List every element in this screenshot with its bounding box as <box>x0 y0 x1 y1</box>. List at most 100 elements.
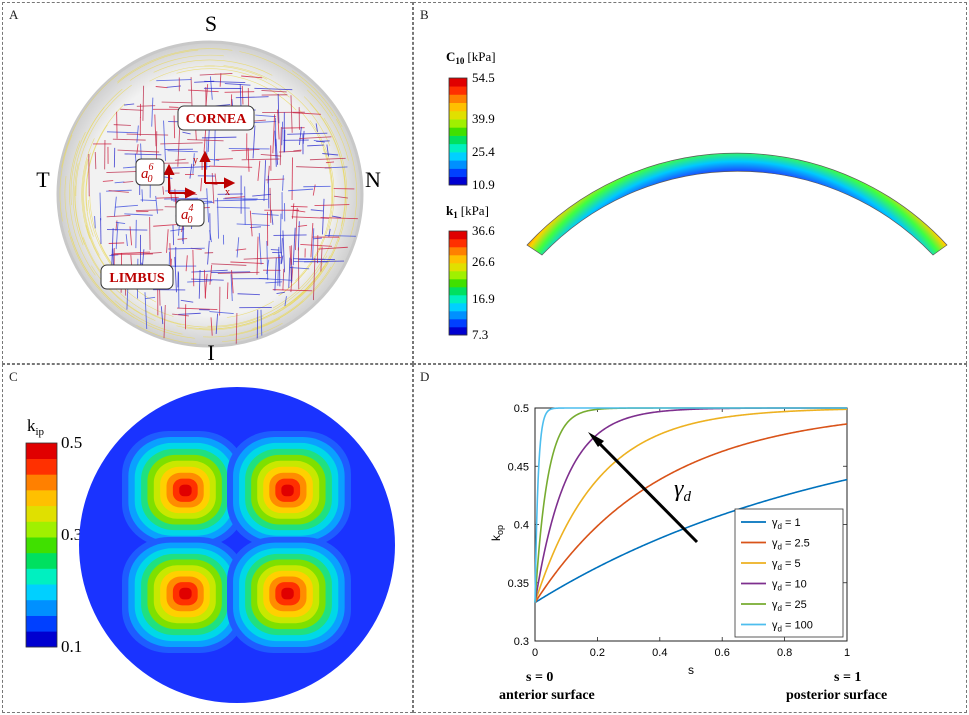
direction-temporal: T <box>36 167 50 192</box>
colorbar-frame <box>448 230 468 336</box>
contour-band <box>281 484 294 497</box>
collagen-fiber <box>211 172 215 204</box>
limbal-fiber <box>81 138 95 239</box>
collagen-fiber <box>141 189 144 202</box>
collagen-fiber <box>192 153 195 174</box>
collagen-fiber <box>182 131 191 135</box>
legend <box>734 508 844 638</box>
y-tick-label: 0.3 <box>514 636 529 648</box>
collagen-fiber <box>243 257 282 260</box>
colorbar-segment <box>449 135 467 145</box>
collagen-fiber <box>203 126 207 153</box>
k1-tick: 7.3 <box>472 327 488 342</box>
limbal-fiber <box>83 152 100 256</box>
collagen-fiber <box>274 130 277 167</box>
limbal-fiber <box>319 138 333 210</box>
collagen-fiber <box>249 210 253 237</box>
k1-title: k1 [kPa] <box>446 203 489 220</box>
collagen-fiber <box>115 222 119 250</box>
series-line <box>534 478 848 604</box>
a4-box <box>175 199 205 227</box>
kop-chart: 0 0.2 0.4 0.6 0.8 1 0.3 0.35 0.4 0.45 0.5 γd γd = … <box>489 403 887 703</box>
collagen-fiber <box>274 257 277 291</box>
collagen-fiber <box>111 228 114 267</box>
collagen-fiber <box>316 140 330 142</box>
collagen-fiber <box>298 224 308 227</box>
limbal-fiber <box>214 73 297 111</box>
collagen-fiber <box>292 227 296 266</box>
y-tick-label: 0.4 <box>514 520 529 532</box>
kip-tick: 0.1 <box>61 637 82 656</box>
collagen-fiber <box>261 89 287 93</box>
collagen-fiber <box>251 213 279 216</box>
collagen-fiber <box>164 197 198 200</box>
collagen-fiber <box>191 278 224 281</box>
y-tick-label: 0.5 <box>514 403 529 415</box>
gamma-arrow <box>595 439 699 544</box>
panel-b: B C10 [kPa] 54.5 39.9 25.4 10.9 <box>413 2 967 364</box>
collagen-fiber <box>155 195 158 214</box>
collagen-fiber <box>177 238 188 240</box>
colorbar-segment <box>449 303 467 312</box>
legend-label: γd = 25 <box>772 599 807 613</box>
collagen-fiber <box>162 186 165 195</box>
collagen-fiber <box>108 190 129 193</box>
collagen-fiber <box>210 317 213 336</box>
kip-lobe <box>227 537 351 653</box>
collagen-fiber <box>207 240 210 265</box>
x-axis-label: s <box>688 663 694 677</box>
colorbar-segment <box>449 311 467 320</box>
panel-label: C <box>9 369 18 384</box>
collagen-fiber <box>172 313 189 317</box>
limbal-fiber <box>85 124 108 212</box>
collagen-fiber <box>166 229 169 253</box>
colorbar-segment <box>26 490 57 507</box>
c10-title: C10 [kPa] <box>446 49 496 66</box>
legend-label: γd = 2.5 <box>772 538 810 552</box>
limbal-fiber <box>204 65 268 80</box>
k1-tick: 36.6 <box>472 223 495 238</box>
colorbar-segment <box>449 94 467 103</box>
cornea-box <box>177 105 255 131</box>
collagen-fiber <box>106 214 131 218</box>
collagen-fiber <box>281 121 284 146</box>
collagen-fiber <box>187 139 224 142</box>
legend-label: γd = 100 <box>772 620 813 634</box>
collagen-fiber <box>130 254 132 265</box>
collagen-fiber <box>289 267 310 270</box>
collagen-fiber <box>209 311 234 314</box>
collagen-fiber <box>188 89 219 93</box>
x-tick-label: 0.8 <box>777 647 792 659</box>
collagen-fiber <box>312 228 315 260</box>
collagen-fiber <box>115 221 126 224</box>
gamma-arrowhead <box>588 432 604 447</box>
collagen-fiber <box>255 114 277 118</box>
collagen-fiber <box>293 149 302 152</box>
colorbar-segment <box>449 176 467 186</box>
c10-tick: 25.4 <box>472 144 495 159</box>
legend-entries: γd = 1 γd = 2.5 γd = 5 γd = 10 γd = 25 γd = 1… <box>741 517 813 634</box>
collagen-fiber <box>175 158 186 161</box>
collagen-fiber <box>113 196 117 217</box>
limbal-fiber <box>117 49 199 84</box>
direction-superior: S <box>205 11 217 36</box>
collagen-fiber <box>203 269 206 299</box>
limbal-fiber <box>221 323 283 343</box>
colorbar-segment <box>449 263 467 272</box>
limbal-fiber <box>176 289 307 331</box>
collagen-fiber <box>257 160 261 181</box>
collagen-fiber <box>192 249 195 287</box>
collagen-fiber <box>269 187 272 223</box>
collagen-fiber <box>273 234 307 236</box>
limbus-box <box>100 264 174 290</box>
colorbar-segment <box>26 552 57 569</box>
limbal-fiber <box>226 300 274 318</box>
collagen-fiber <box>254 87 293 91</box>
c10-tick: 10.9 <box>472 177 495 192</box>
collagen-fiber <box>287 132 328 135</box>
contour-band <box>179 484 192 497</box>
collagen-fiber <box>180 299 194 303</box>
collagen-fiber <box>278 254 281 287</box>
collagen-fiber <box>258 233 262 265</box>
panel-label: A <box>9 7 19 22</box>
